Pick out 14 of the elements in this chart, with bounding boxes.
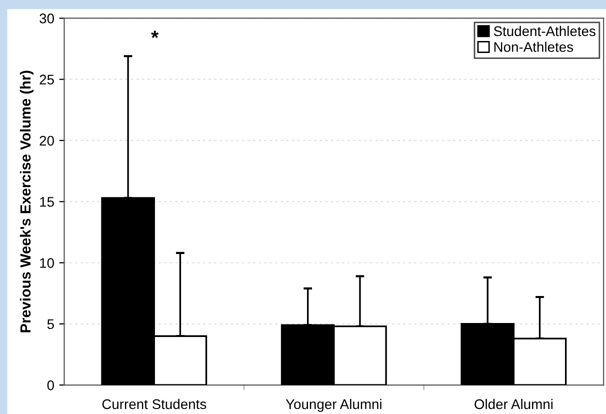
y-tick-label: 25 xyxy=(40,74,54,85)
y-tick-label: 20 xyxy=(40,136,54,146)
annotation: * xyxy=(151,30,159,38)
x-tick-label: Current Students xyxy=(102,398,206,410)
y-axis-title: Previous Week's Exercise Volume (hr) xyxy=(20,70,34,332)
x-tick-label: Younger Alumni xyxy=(286,398,382,412)
y-tick-label: 10 xyxy=(40,258,54,268)
y-tick-label: 15 xyxy=(40,197,54,207)
x-tick-label: Older Alumni xyxy=(474,398,553,410)
legend-label: Non-Athletes xyxy=(494,42,574,52)
y-tick-label: 30 xyxy=(40,14,54,24)
legend-label: Student-Athletes xyxy=(494,26,596,36)
y-tick-label: 0 xyxy=(47,380,54,390)
y-tick-label: 5 xyxy=(47,319,54,330)
